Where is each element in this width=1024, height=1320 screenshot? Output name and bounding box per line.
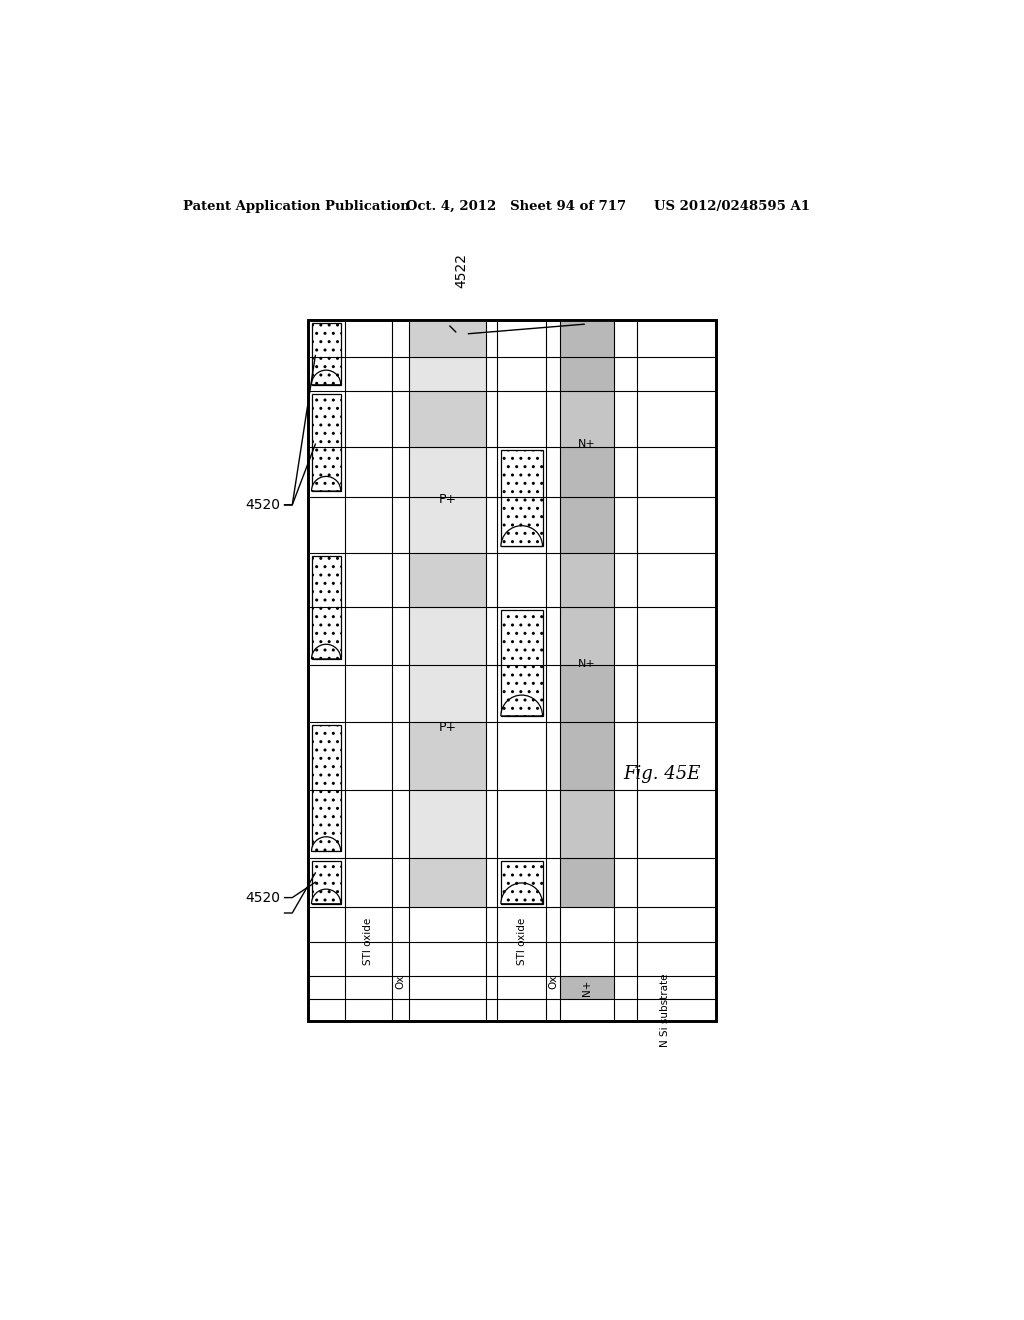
Text: 4522: 4522 [455, 252, 469, 288]
Text: P+: P+ [438, 494, 457, 507]
Text: Ox: Ox [548, 974, 558, 989]
Bar [311, 725, 341, 851]
Wedge shape [311, 370, 341, 385]
Bar [307, 321, 716, 1020]
Bar [410, 321, 486, 358]
Text: US 2012/0248595 A1: US 2012/0248595 A1 [654, 199, 810, 213]
Bar [560, 858, 614, 907]
Text: N+: N+ [583, 979, 592, 995]
Wedge shape [311, 477, 341, 491]
Text: N+: N+ [579, 659, 596, 669]
Text: Patent Application Publication: Patent Application Publication [183, 199, 410, 213]
Bar [311, 323, 341, 385]
Bar [560, 321, 614, 391]
Wedge shape [311, 837, 341, 851]
Bar [311, 861, 341, 904]
Bar [560, 977, 614, 999]
Bar [501, 450, 543, 546]
Text: N Si substrate: N Si substrate [659, 973, 670, 1047]
Wedge shape [501, 525, 543, 546]
Bar [311, 556, 341, 659]
Text: N+: N+ [579, 440, 596, 449]
Text: 4520: 4520 [246, 498, 281, 512]
Bar [501, 861, 543, 904]
Text: Oct. 4, 2012   Sheet 94 of 717: Oct. 4, 2012 Sheet 94 of 717 [407, 199, 627, 213]
Text: P+: P+ [438, 721, 457, 734]
Wedge shape [501, 883, 543, 904]
Bar [410, 553, 486, 607]
Bar [307, 321, 716, 1020]
Bar [560, 321, 614, 907]
Wedge shape [311, 890, 341, 904]
Bar [410, 858, 486, 907]
Bar [410, 391, 486, 447]
Text: Ox: Ox [396, 974, 406, 989]
Text: STI oxide: STI oxide [364, 917, 374, 965]
Wedge shape [311, 644, 341, 659]
Bar [501, 610, 543, 715]
Bar [560, 447, 614, 553]
Text: Fig. 45E: Fig. 45E [624, 766, 700, 783]
Text: 4520: 4520 [246, 891, 281, 904]
Wedge shape [501, 696, 543, 715]
Bar [560, 665, 614, 789]
Bar [410, 722, 486, 789]
Bar [410, 321, 486, 907]
Text: STI oxide: STI oxide [517, 917, 526, 965]
Bar [311, 395, 341, 491]
